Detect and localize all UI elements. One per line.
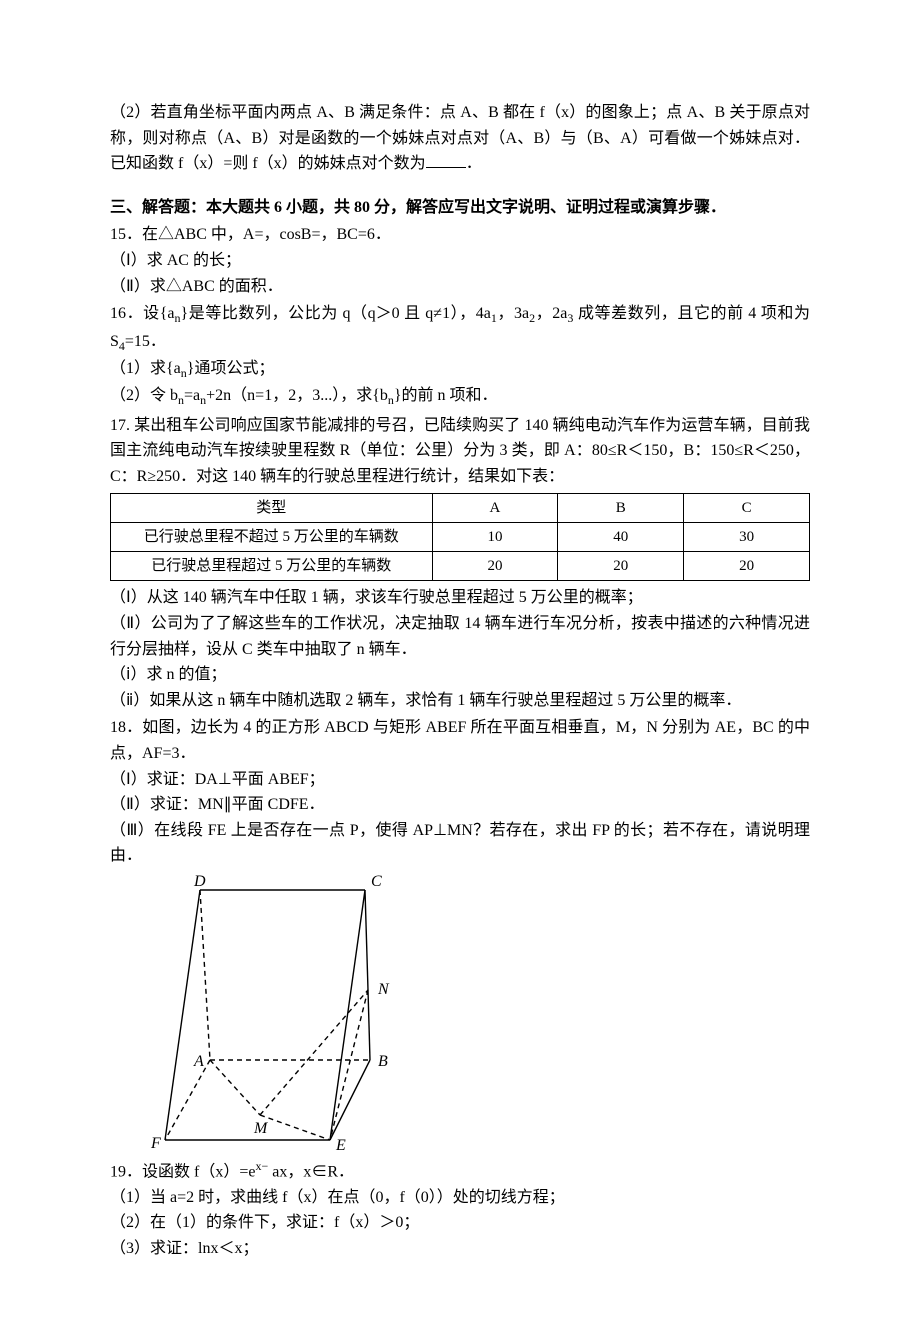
svg-text:M: M — [253, 1120, 269, 1137]
q16-text: （2）令 b — [110, 387, 178, 404]
q17-line5: （ⅱ）如果从这 n 辆车中随机选取 2 辆车，求恰有 1 辆车行驶总里程超过 5… — [110, 688, 810, 714]
table-row: 已行驶总里程不超过 5 万公里的车辆数 10 40 30 — [111, 523, 810, 552]
geometry-diagram-icon: D C A B N F E M — [150, 875, 410, 1155]
superscript: x− — [255, 1159, 268, 1173]
svg-text:B: B — [378, 1053, 388, 1070]
q15-line2: （Ⅰ）求 AC 的长； — [110, 248, 810, 274]
table-header-cell: A — [432, 494, 558, 523]
q17-line2: （Ⅰ）从这 140 辆汽车中任取 1 辆，求该车行驶总里程超过 5 万公里的概率… — [110, 585, 810, 611]
q17-line4: （ⅰ）求 n 的值； — [110, 662, 810, 688]
section-3-title: 三、解答题：本大题共 6 小题，共 80 分，解答应写出文字说明、证明过程或演算… — [110, 195, 810, 221]
table-row: 已行驶总里程超过 5 万公里的车辆数 20 20 20 — [111, 552, 810, 581]
q16-text: }是等比数列，公比为 q（q＞0 且 q≠1），4a — [181, 305, 491, 322]
q17-table: 类型 A B C 已行驶总里程不超过 5 万公里的车辆数 10 40 30 已行… — [110, 493, 810, 581]
q16-text: }通项公式； — [187, 360, 275, 377]
table-cell: 30 — [684, 523, 810, 552]
q15-line1: 15．在△ABC 中，A=，cosB=，BC=6． — [110, 222, 810, 248]
table-header-cell: 类型 — [111, 494, 433, 523]
table-cell: 20 — [432, 552, 558, 581]
q18-line1: 18．如图，边长为 4 的正方形 ABCD 与矩形 ABEF 所在平面互相垂直，… — [110, 715, 810, 766]
q16-line1: 16．设{an}是等比数列，公比为 q（q＞0 且 q≠1），4a1，3a2，2… — [110, 301, 810, 356]
svg-text:F: F — [150, 1135, 161, 1152]
q16-text: 16．设{a — [110, 305, 175, 322]
q18-line2: （Ⅰ）求证：DA⊥平面 ABEF； — [110, 767, 810, 793]
q17-line3: （Ⅱ）公司为了了解这些车的工作状况，决定抽取 14 辆车进行车况分析，按表中描述… — [110, 611, 810, 662]
q16-text: =a — [184, 387, 200, 404]
table-cell: 10 — [432, 523, 558, 552]
svg-text:C: C — [371, 875, 382, 890]
intro-paragraph: （2）若直角坐标平面内两点 A、B 满足条件：点 A、B 都在 f（x）的图象上… — [110, 100, 810, 177]
q19-text: 19．设函数 f（x）=e — [110, 1163, 255, 1180]
q19-line3: （2）在（1）的条件下，求证：f（x）＞0； — [110, 1210, 810, 1236]
q16-text: =15． — [125, 333, 166, 350]
svg-text:A: A — [193, 1053, 204, 1070]
table-header-cell: C — [684, 494, 810, 523]
q18-line4: （Ⅲ）在线段 FE 上是否存在一点 P，使得 AP⊥MN？若存在，求出 FP 的… — [110, 818, 810, 869]
q16-line3: （2）令 bn=an+2n（n=1，2，3...），求{bn}的前 n 项和． — [110, 383, 810, 410]
table-cell: 20 — [684, 552, 810, 581]
q19-line4: （3）求证：lnx＜x； — [110, 1236, 810, 1262]
fill-blank — [426, 151, 466, 168]
q15-line3: （Ⅱ）求△ABC 的面积． — [110, 274, 810, 300]
table-cell: 已行驶总里程不超过 5 万公里的车辆数 — [111, 523, 433, 552]
q19-text: ax，x∈R． — [268, 1163, 354, 1180]
q19-line1: 19．设函数 f（x）=ex− ax，x∈R． — [110, 1157, 810, 1185]
table-cell: 20 — [558, 552, 684, 581]
table-cell: 40 — [558, 523, 684, 552]
table-header-row: 类型 A B C — [111, 494, 810, 523]
q16-text: ，3a — [497, 305, 529, 322]
q16-text: +2n（n=1，2，3...），求{b — [206, 387, 388, 404]
q16-text: ，2a — [535, 305, 567, 322]
q16-text: （1）求{a — [110, 360, 181, 377]
q18-figure: D C A B N F E M — [150, 875, 810, 1155]
svg-text:D: D — [193, 875, 206, 890]
intro-tail: ． — [466, 155, 482, 172]
q16-text: }的前 n 项和． — [394, 387, 498, 404]
q16-line2: （1）求{an}通项公式； — [110, 356, 810, 383]
table-header-cell: B — [558, 494, 684, 523]
svg-text:E: E — [335, 1137, 346, 1154]
q19-line2: （1）当 a=2 时，求曲线 f（x）在点（0，f（0））处的切线方程； — [110, 1185, 810, 1211]
q18-line3: （Ⅱ）求证：MN∥平面 CDFE． — [110, 792, 810, 818]
svg-text:N: N — [377, 981, 390, 998]
table-cell: 已行驶总里程超过 5 万公里的车辆数 — [111, 552, 433, 581]
q17-line1: 17. 某出租车公司响应国家节能减排的号召，已陆续购买了 140 辆纯电动汽车作… — [110, 413, 810, 490]
